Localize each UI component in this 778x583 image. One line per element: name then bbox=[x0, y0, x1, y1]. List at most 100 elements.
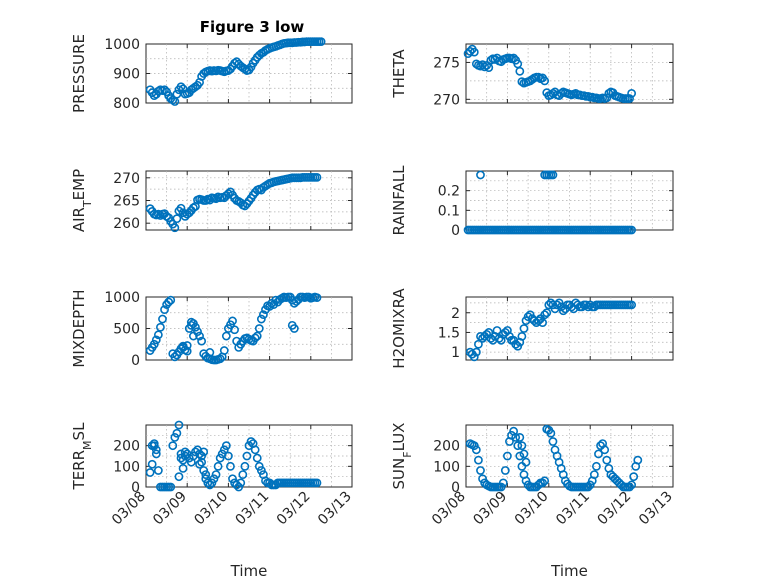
data-point bbox=[469, 352, 479, 362]
y-tick-label: 275 bbox=[433, 55, 460, 71]
data-point bbox=[170, 223, 180, 233]
data-point bbox=[534, 480, 543, 490]
data-point bbox=[534, 316, 543, 326]
data-point bbox=[592, 461, 601, 471]
data-point bbox=[158, 314, 167, 324]
data-point bbox=[548, 437, 558, 446]
data-point bbox=[252, 453, 262, 463]
data-point bbox=[625, 482, 634, 492]
data-point bbox=[496, 482, 506, 492]
x-tick-label: 03/09 bbox=[150, 489, 190, 529]
y-tick-label: 100 bbox=[433, 459, 460, 475]
data-point bbox=[312, 478, 322, 488]
data-point bbox=[219, 346, 229, 355]
data-point bbox=[174, 472, 184, 482]
data-point bbox=[203, 478, 213, 488]
data-point bbox=[180, 447, 190, 457]
data-point bbox=[209, 474, 219, 484]
y-tick-label: 1000 bbox=[104, 37, 140, 53]
data-point bbox=[195, 331, 204, 341]
data-point bbox=[627, 89, 636, 98]
x-tick-label: 03/11 bbox=[233, 489, 273, 529]
data-point bbox=[594, 449, 603, 459]
y-tick-label: 1 bbox=[451, 345, 460, 361]
x-tick-label: 03/13 bbox=[636, 489, 676, 529]
data-point bbox=[627, 300, 636, 310]
data-point bbox=[242, 451, 252, 461]
data-point bbox=[215, 453, 225, 463]
data-point bbox=[511, 339, 521, 349]
data-point bbox=[480, 62, 490, 72]
data-point bbox=[172, 89, 182, 99]
data-point bbox=[540, 310, 550, 320]
data-point bbox=[521, 476, 531, 486]
data-point bbox=[234, 482, 244, 492]
data-point bbox=[188, 331, 198, 341]
data-point bbox=[213, 461, 223, 471]
y-tick-label: 270 bbox=[113, 171, 140, 187]
data-point bbox=[548, 170, 558, 180]
data-point bbox=[546, 428, 556, 438]
data-point bbox=[166, 482, 176, 492]
data-point bbox=[471, 445, 481, 455]
data-point bbox=[259, 310, 268, 320]
data-point bbox=[149, 339, 159, 349]
data-point bbox=[519, 449, 529, 459]
data-point bbox=[558, 306, 568, 316]
data-point bbox=[149, 441, 159, 451]
data-point bbox=[538, 318, 547, 327]
data-point bbox=[182, 346, 192, 356]
data-point bbox=[153, 330, 163, 340]
subplot-air-temp: 260 265 270 AIRTEMP bbox=[70, 169, 353, 233]
data-point bbox=[538, 478, 547, 488]
data-point bbox=[153, 466, 163, 475]
data-point bbox=[515, 432, 525, 442]
y-tick-label: 1.5 bbox=[438, 325, 460, 341]
y-tick-label: 0 bbox=[131, 480, 140, 496]
data-point bbox=[542, 308, 552, 318]
data-point bbox=[515, 66, 525, 76]
subplot-mixdepth: 0 500 1000 MIXDEPTH bbox=[70, 289, 353, 369]
data-point bbox=[207, 478, 217, 488]
data-point bbox=[513, 441, 523, 451]
data-point bbox=[509, 53, 519, 63]
y-axis-label: THETA bbox=[390, 49, 408, 99]
data-point bbox=[573, 300, 583, 310]
data-point bbox=[195, 459, 204, 469]
y-axis-label: H2OMIXRA bbox=[390, 288, 408, 369]
data-point bbox=[197, 336, 207, 346]
y-axis-label: PRESSURE bbox=[70, 34, 88, 113]
data-point bbox=[312, 293, 322, 303]
x-tick-label: 03/12 bbox=[595, 489, 635, 529]
data-point bbox=[517, 441, 527, 451]
data-point bbox=[186, 320, 196, 330]
data-point bbox=[256, 314, 266, 324]
data-point bbox=[600, 445, 610, 455]
data-point bbox=[583, 302, 593, 312]
data-point bbox=[633, 455, 643, 465]
data-point bbox=[534, 72, 543, 82]
data-point bbox=[211, 470, 221, 479]
data-point bbox=[316, 37, 326, 47]
y-axis-label: TERRMSL bbox=[70, 422, 94, 491]
data-point bbox=[602, 455, 612, 465]
data-point bbox=[476, 466, 485, 475]
data-point bbox=[478, 474, 487, 484]
data-point bbox=[252, 331, 262, 341]
x-axis-label: Time bbox=[550, 562, 588, 580]
data-point bbox=[201, 474, 211, 484]
data-point bbox=[602, 93, 612, 103]
y-tick-label: 0 bbox=[451, 480, 460, 496]
data-point bbox=[178, 463, 188, 473]
y-tick-label: 200 bbox=[113, 439, 140, 455]
data-point bbox=[219, 445, 229, 455]
data-point bbox=[221, 441, 231, 451]
data-point bbox=[517, 77, 527, 87]
data-point bbox=[540, 76, 550, 86]
x-tick-label: 03/09 bbox=[470, 489, 510, 529]
data-point bbox=[151, 449, 161, 459]
data-point bbox=[500, 466, 510, 475]
data-point bbox=[507, 430, 516, 440]
data-point bbox=[583, 482, 593, 492]
